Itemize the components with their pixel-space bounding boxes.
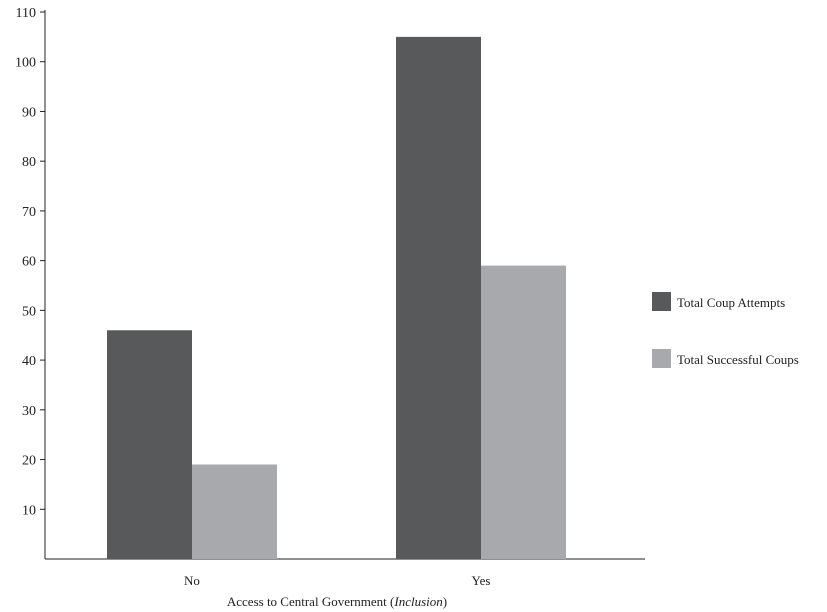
bar-total-coup-attempts-no <box>107 330 192 559</box>
legend-label-total-coup-attempts: Total Coup Attempts <box>677 295 785 310</box>
category-label-yes: Yes <box>472 573 491 588</box>
category-labels: No Yes <box>184 573 490 588</box>
y-tick-label: 100 <box>15 56 36 71</box>
y-tick-label: 60 <box>22 255 36 270</box>
y-tick-label: 20 <box>22 454 36 469</box>
legend-swatch-total-coup-attempts <box>652 292 671 311</box>
bar-total-successful-coups-yes <box>481 265 566 559</box>
bars <box>107 36 566 559</box>
y-tick-label: 10 <box>22 503 36 518</box>
bar-total-coup-attempts-yes <box>396 36 481 559</box>
y-tick-label: 80 <box>22 155 36 170</box>
bar-total-successful-coups-no <box>192 464 277 559</box>
y-tick-label: 30 <box>22 404 36 419</box>
y-tick-label: 110 <box>16 6 36 21</box>
x-axis-title: Access to Central Government (Inclusion) <box>227 594 447 609</box>
y-tick-label: 90 <box>22 105 36 120</box>
y-tick-label: 40 <box>22 354 36 369</box>
y-axis: 10 20 30 40 50 60 70 80 90 100 110 <box>15 6 46 559</box>
y-tick-label: 50 <box>22 304 36 319</box>
legend-swatch-total-successful-coups <box>652 349 671 368</box>
legend: Total Coup Attempts Total Successful Coup… <box>652 292 799 368</box>
y-tick-label: 70 <box>22 205 36 220</box>
legend-label-total-successful-coups: Total Successful Coups <box>677 352 799 367</box>
category-label-no: No <box>184 573 200 588</box>
